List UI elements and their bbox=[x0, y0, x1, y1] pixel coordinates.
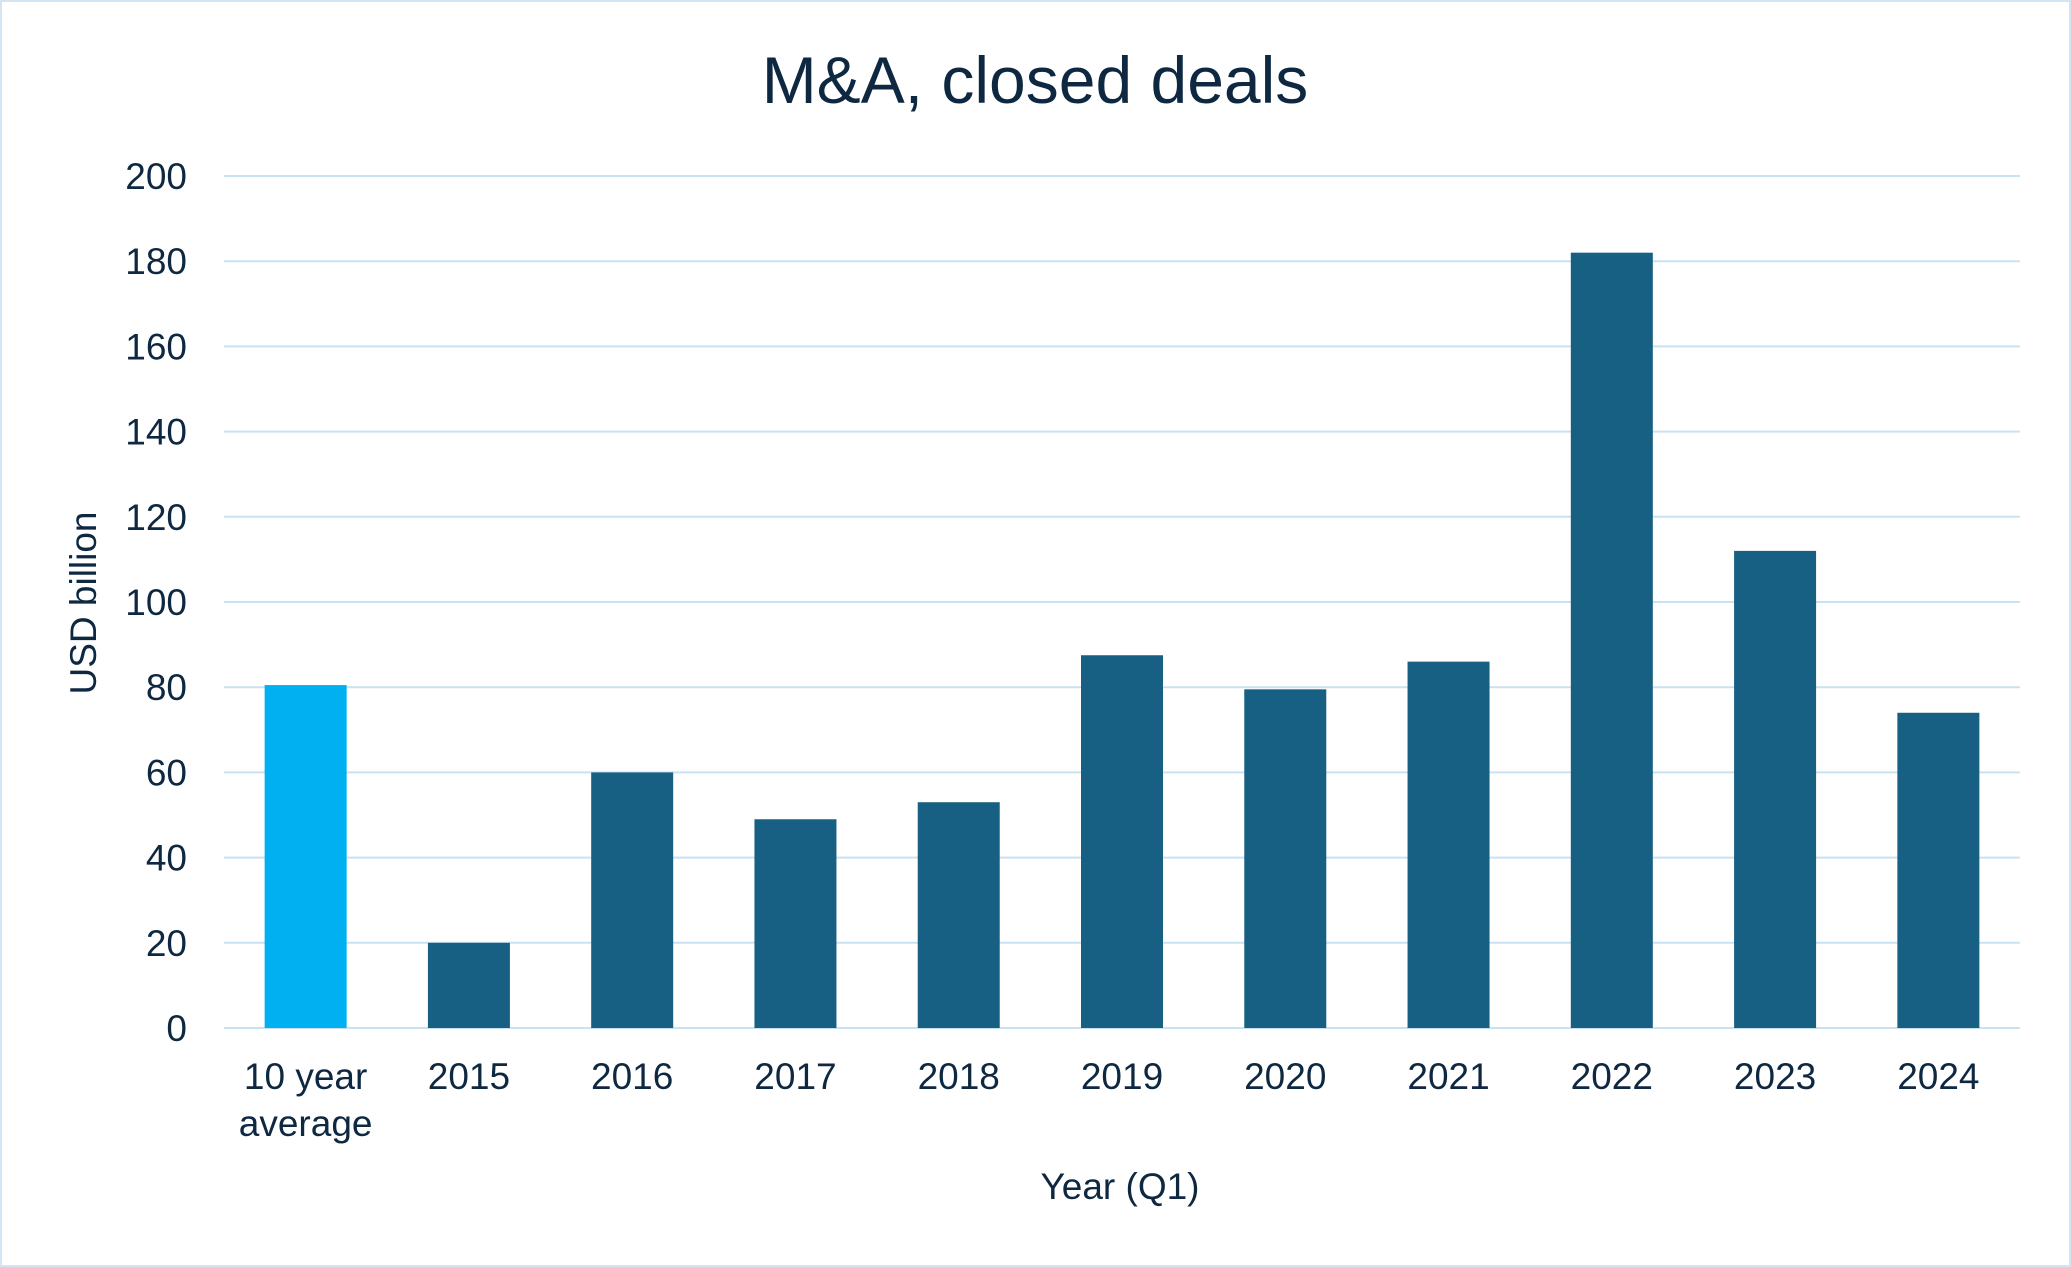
gridlines bbox=[224, 175, 2020, 1029]
y-tick-label: 180 bbox=[125, 241, 187, 282]
y-tick-label: 20 bbox=[146, 923, 187, 964]
bar-2023 bbox=[1734, 550, 1817, 1028]
x-category-label: 10 year bbox=[244, 1056, 367, 1097]
x-category-label: 2023 bbox=[1734, 1056, 1816, 1097]
y-tick-label: 100 bbox=[125, 582, 187, 623]
y-tick-label: 40 bbox=[146, 838, 187, 879]
y-tick-label: 0 bbox=[166, 1008, 187, 1049]
x-category-label: 2020 bbox=[1244, 1056, 1326, 1097]
bar-2024 bbox=[1897, 712, 1980, 1028]
bar-2021 bbox=[1407, 661, 1490, 1028]
x-category-label: 2021 bbox=[1407, 1056, 1489, 1097]
bar-2015 bbox=[427, 942, 510, 1028]
y-tick-label: 80 bbox=[146, 667, 187, 708]
bar-2019 bbox=[1081, 655, 1163, 1028]
x-category-label: average bbox=[239, 1103, 373, 1144]
y-axis-label: USD billion bbox=[63, 511, 104, 694]
y-tick-label: 120 bbox=[125, 497, 187, 538]
x-category-label: 2017 bbox=[754, 1056, 836, 1097]
bar-2018 bbox=[917, 802, 1000, 1028]
bar-2020 bbox=[1244, 689, 1327, 1028]
x-category-labels: 10 year average 2015 2016 2017 2018 2019 2020 20… bbox=[239, 1056, 1980, 1144]
y-tick-labels: 0 20 40 60 80 100 120 140 160 180 200 bbox=[125, 156, 187, 1049]
bar-2022 bbox=[1570, 252, 1653, 1028]
x-category-label: 2015 bbox=[428, 1056, 510, 1097]
x-category-label: 2016 bbox=[591, 1056, 673, 1097]
y-tick-label: 160 bbox=[125, 326, 187, 367]
bar-2016 bbox=[591, 772, 674, 1028]
bar-10-year-average bbox=[264, 685, 347, 1028]
y-tick-label: 200 bbox=[125, 156, 187, 197]
x-category-label: 2024 bbox=[1897, 1056, 1979, 1097]
chart-title: M&A, closed deals bbox=[762, 43, 1309, 117]
y-tick-label: 60 bbox=[146, 752, 187, 793]
x-category-label: 2022 bbox=[1571, 1056, 1653, 1097]
x-axis-label: Year (Q1) bbox=[1040, 1166, 1199, 1207]
x-category-label: 2018 bbox=[918, 1056, 1000, 1097]
bar-2017 bbox=[754, 819, 837, 1028]
x-category-label: 2019 bbox=[1081, 1056, 1163, 1097]
y-tick-label: 140 bbox=[125, 412, 187, 453]
bars bbox=[264, 252, 1980, 1028]
